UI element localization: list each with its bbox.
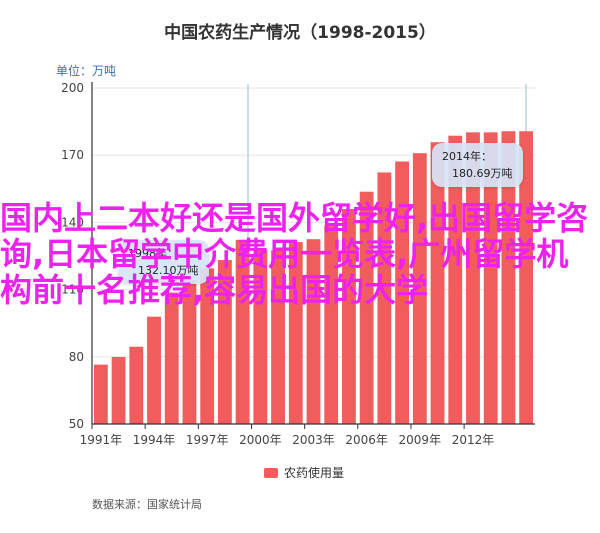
bar <box>430 142 445 424</box>
bar <box>271 250 285 424</box>
x-tick-label: 1997年 <box>186 433 229 447</box>
y-tick-label: 50 <box>69 417 84 431</box>
x-tick-label: 1991年 <box>80 433 123 447</box>
data-source: 数据来源：国家统计局 <box>92 498 202 511</box>
tooltip-1998: 1998年： 132.10万吨 <box>118 240 209 284</box>
tooltip-value: 132.10万吨 <box>138 264 199 277</box>
bar <box>483 132 498 425</box>
bar <box>412 153 427 424</box>
chart-legend[interactable]: 农药使用量 <box>264 464 344 481</box>
y-tick-label: 200 <box>61 81 84 95</box>
tooltip-year: 2014年： <box>442 150 492 163</box>
bar <box>377 172 392 424</box>
bar <box>111 357 126 424</box>
x-tick-label: 2009年 <box>399 433 442 447</box>
chart-title: 中国农药生产情况（1998-2015） <box>164 23 436 43</box>
bar <box>501 131 516 424</box>
x-tick-label: 2003年 <box>292 433 335 447</box>
x-tick-label: 2006年 <box>345 433 388 447</box>
bar <box>235 239 250 424</box>
legend-swatch <box>264 467 278 478</box>
bar <box>200 268 215 424</box>
y-tick-label: 170 <box>61 148 84 162</box>
bar <box>448 135 463 424</box>
bar <box>93 364 108 424</box>
bar <box>466 132 480 425</box>
overlay-spam-text: 国内上二本好还是国外留学好,出国留学咨询,日本留学中介费用一览表,广州留学机构前… <box>0 199 589 309</box>
tooltip-value: 180.69万吨 <box>452 167 513 180</box>
bar <box>182 280 197 424</box>
legend-label: 农药使用量 <box>284 466 345 480</box>
bar <box>306 239 321 424</box>
bar <box>164 292 179 424</box>
y-axis-unit-label: 单位：万吨 <box>56 64 117 78</box>
y-tick-label: 140 <box>61 215 84 229</box>
bar <box>129 346 144 424</box>
bar <box>395 161 410 425</box>
x-tick-label: 2012年 <box>452 433 495 447</box>
bar <box>217 260 232 424</box>
bar <box>147 316 161 424</box>
tooltip-2014: 2014年： 180.69万吨 <box>432 143 523 187</box>
y-tick-label: 80 <box>69 350 84 364</box>
x-tick-label: 1994年 <box>133 433 176 447</box>
bar <box>342 208 356 424</box>
bar <box>253 249 268 424</box>
x-tick-label: 2000年 <box>239 433 282 447</box>
bar <box>324 225 339 424</box>
tooltip-year: 1998年： <box>128 247 178 260</box>
bar <box>519 131 534 424</box>
bar <box>359 191 374 424</box>
bar <box>288 242 303 424</box>
y-tick-label: 110 <box>61 283 84 297</box>
